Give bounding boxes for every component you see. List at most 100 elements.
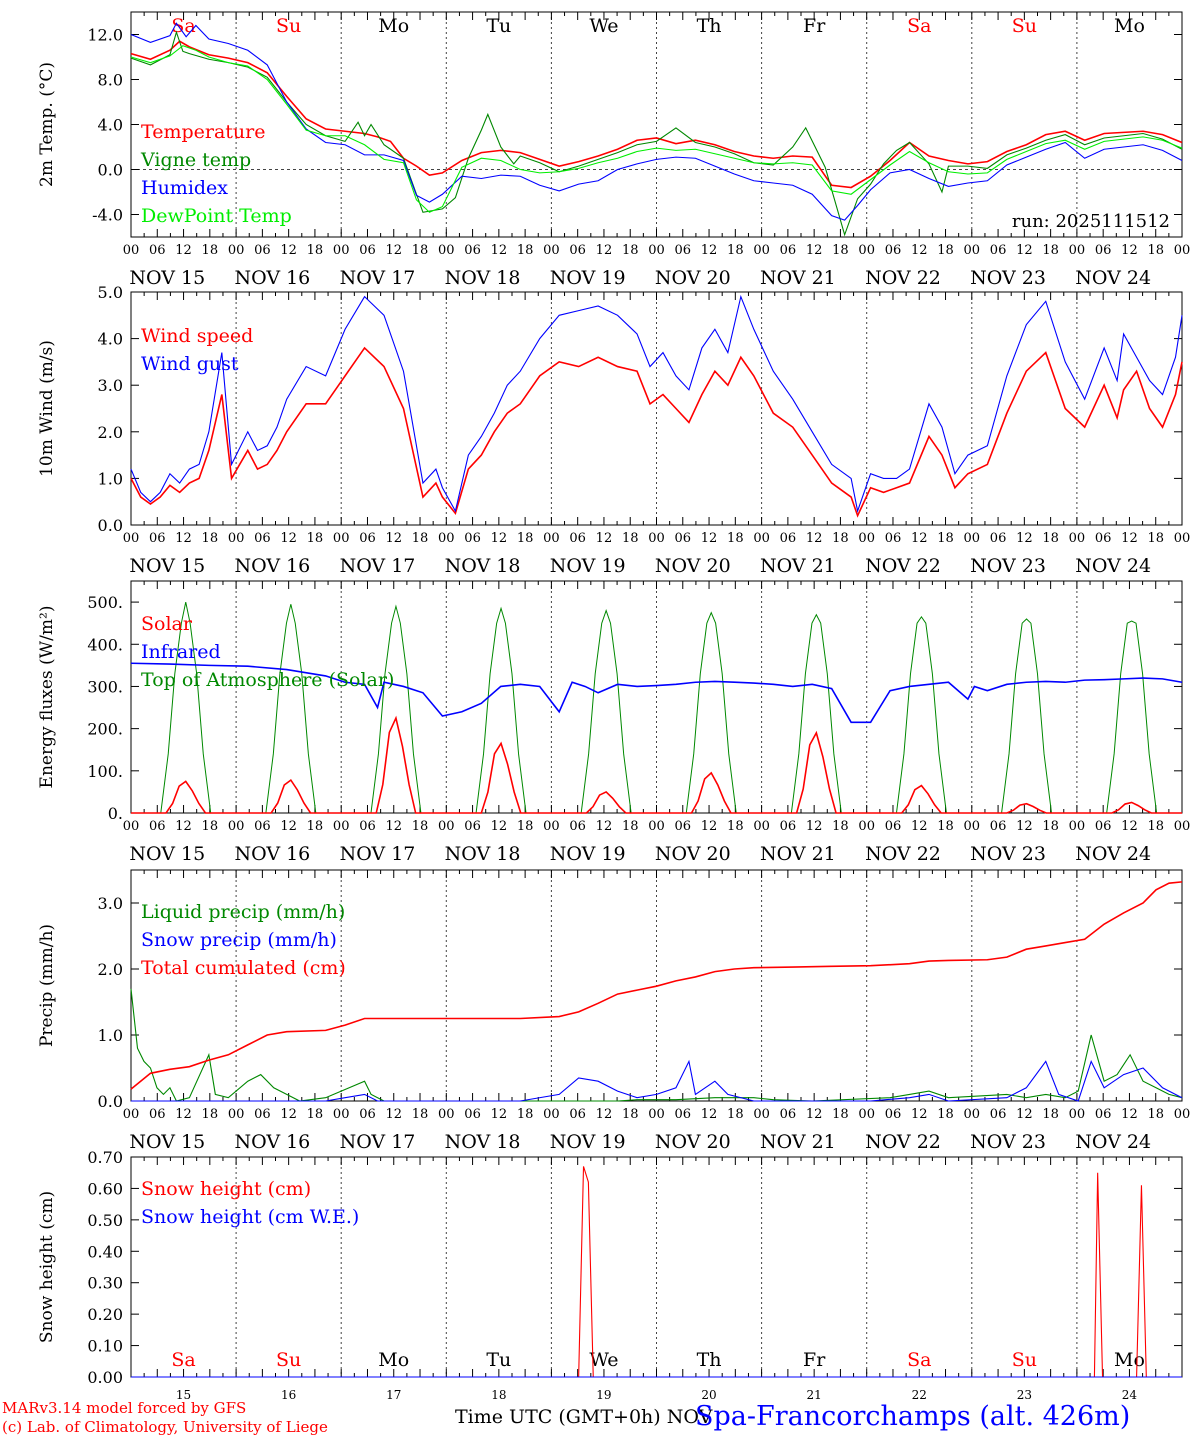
y-tick-label: 0.0	[98, 161, 123, 180]
hour-label: 18	[937, 819, 954, 834]
lab-credit: (c) Lab. of Climatology, University of L…	[2, 1418, 328, 1436]
date-label: NOV 23	[970, 1131, 1046, 1153]
hour-label: 06	[464, 531, 481, 546]
hour-label: 12	[385, 819, 402, 834]
y-tick-label: 0.10	[87, 1337, 123, 1356]
hour-label: 00	[1069, 1107, 1086, 1122]
station-name: Spa-Francorchamps (alt. 426m)	[695, 1401, 1131, 1432]
hour-label: 06	[675, 243, 692, 258]
hour-label: 12	[280, 1107, 297, 1122]
hour-label: 06	[780, 819, 797, 834]
hour-label: 18	[1042, 1107, 1059, 1122]
day-number: 18	[491, 1388, 506, 1402]
hour-label: 18	[1147, 819, 1164, 834]
hour-label: 00	[543, 1107, 560, 1122]
hour-label: 12	[1121, 243, 1138, 258]
hour-label: 12	[175, 531, 192, 546]
hour-label: 00	[648, 819, 665, 834]
hour-label: 18	[517, 531, 534, 546]
toa-solar-line	[656, 611, 762, 814]
hour-label: 12	[701, 819, 718, 834]
series-line-total-cumulated-cm-	[130, 881, 1183, 1090]
legend-entry: Total cumulated (cm)	[141, 957, 346, 979]
hour-label: 12	[701, 531, 718, 546]
weekday-label: Tu	[486, 1349, 511, 1371]
y-tick-label: 400.	[87, 635, 123, 654]
y-tick-label: 0.70	[87, 1148, 123, 1167]
hour-label: 06	[885, 243, 902, 258]
date-label: NOV 20	[655, 267, 731, 289]
hour-label: 12	[701, 243, 718, 258]
hour-label: 12	[911, 1107, 928, 1122]
date-label: NOV 21	[760, 843, 836, 865]
y-tick-label: 0.0	[98, 516, 123, 535]
y-axis-title: Energy fluxes (W/m²)	[37, 606, 57, 789]
hour-label: 06	[675, 531, 692, 546]
date-label: NOV 15	[129, 267, 205, 289]
hour-label: 06	[569, 819, 586, 834]
hour-label: 12	[911, 531, 928, 546]
date-label: NOV 17	[340, 555, 416, 577]
weekday-label: We	[589, 1349, 618, 1371]
hour-label: 18	[1042, 531, 1059, 546]
hour-label: 06	[885, 819, 902, 834]
hour-label: 00	[123, 1107, 140, 1122]
date-label: NOV 22	[865, 555, 941, 577]
date-label: NOV 22	[865, 843, 941, 865]
y-tick-label: 2.0	[98, 423, 123, 442]
hour-label: 18	[832, 1107, 849, 1122]
series-line-dewpoint-temp	[130, 45, 1183, 213]
hour-label: 12	[280, 531, 297, 546]
hour-label: 18	[832, 531, 849, 546]
hour-label: 12	[911, 819, 928, 834]
hour-label: 06	[149, 531, 166, 546]
y-tick-label: 4.0	[98, 116, 123, 135]
date-label: NOV 23	[970, 267, 1046, 289]
hour-label: 12	[806, 819, 823, 834]
hour-label: 06	[254, 1107, 271, 1122]
hour-label: 06	[254, 819, 271, 834]
y-axis-title: Snow height (cm)	[37, 1191, 57, 1343]
weekday-label: Sa	[171, 15, 195, 37]
date-label: NOV 17	[340, 267, 416, 289]
hour-label: 12	[1121, 531, 1138, 546]
hour-label: 06	[254, 531, 271, 546]
hour-label: 00	[753, 819, 770, 834]
toa-solar-line	[761, 613, 867, 814]
hour-label: 12	[491, 1107, 508, 1122]
date-label: NOV 23	[970, 555, 1046, 577]
hour-label: 06	[780, 531, 797, 546]
hour-label: 06	[1095, 819, 1112, 834]
hour-label: 18	[412, 531, 429, 546]
hour-label: 00	[228, 819, 245, 834]
series-line-wind-gust	[130, 294, 1183, 514]
hour-label: 12	[806, 1107, 823, 1122]
hour-label: 06	[359, 819, 376, 834]
series-line-liquid-precip-mm-h-	[130, 988, 1183, 1102]
date-label: NOV 20	[655, 1131, 731, 1153]
y-tick-label: 0.30	[87, 1274, 123, 1293]
date-label: NOV 19	[550, 843, 626, 865]
legend-entry: Snow height (cm)	[141, 1178, 311, 1200]
legend-entry: Temperature	[141, 121, 265, 143]
hour-label: 18	[307, 819, 324, 834]
y-tick-label: 12.0	[87, 26, 123, 45]
date-label: NOV 18	[445, 843, 521, 865]
hour-label: 12	[1016, 531, 1033, 546]
hour-label: 00	[964, 819, 981, 834]
hour-label: 00	[1069, 243, 1086, 258]
hour-label: 12	[806, 531, 823, 546]
day-number: 23	[1017, 1388, 1032, 1402]
weekday-label: Fr	[803, 1349, 826, 1371]
series-line-infrared	[130, 662, 1183, 724]
y-tick-label: 0.40	[87, 1242, 123, 1261]
hour-label: 06	[990, 243, 1007, 258]
y-axis-title: 2m Temp. (°C)	[37, 62, 57, 187]
date-label: NOV 20	[655, 555, 731, 577]
weekday-label: Su	[1012, 15, 1037, 37]
hour-label: 12	[596, 243, 613, 258]
hour-label: 06	[780, 243, 797, 258]
hour-label: 06	[359, 1107, 376, 1122]
hour-label: 00	[438, 819, 455, 834]
hour-label: 12	[1121, 1107, 1138, 1122]
